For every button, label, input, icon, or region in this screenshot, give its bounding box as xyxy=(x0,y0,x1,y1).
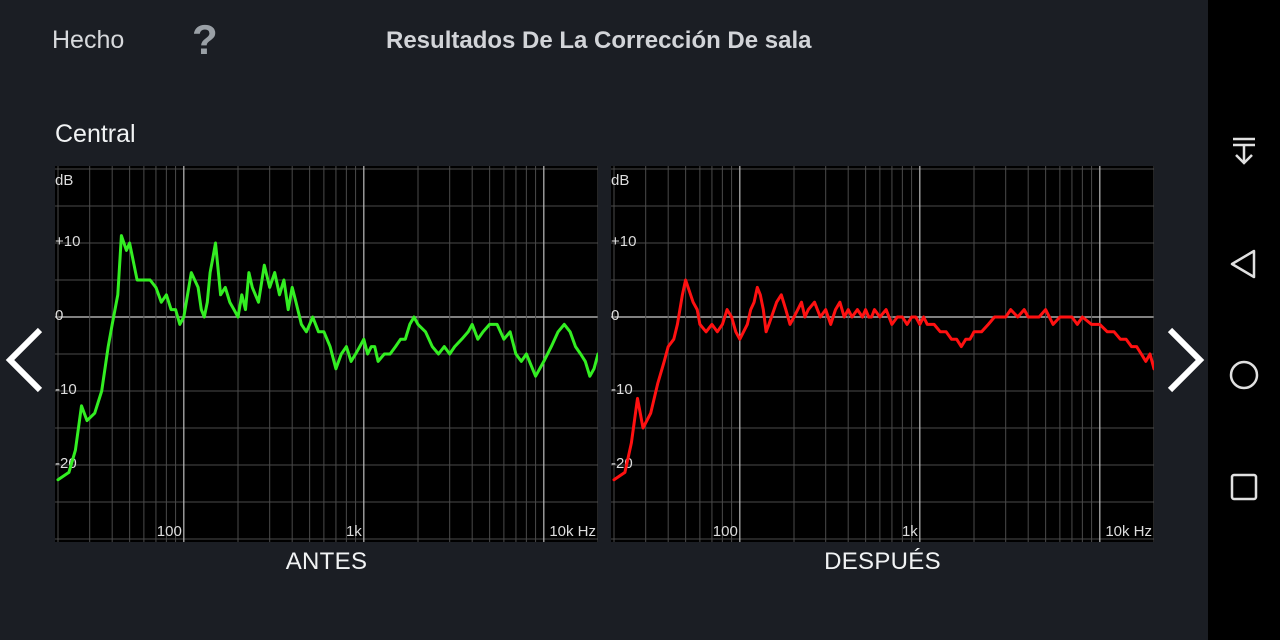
x-tick-label: 10k Hz xyxy=(1105,523,1152,540)
after-chart-caption: DESPUÉS xyxy=(824,548,941,575)
next-arrow-icon[interactable] xyxy=(1160,326,1206,394)
x-tick-label: 1k xyxy=(346,523,362,540)
page-title: Resultados De La Corrección De sala xyxy=(386,27,812,54)
x-tick-label: 1k xyxy=(902,523,918,540)
y-tick-label: +10 xyxy=(611,233,636,250)
recents-nav-icon[interactable] xyxy=(1220,463,1268,511)
channel-name: Central xyxy=(55,120,136,148)
y-tick-label: -10 xyxy=(611,381,633,398)
back-nav-icon[interactable] xyxy=(1220,240,1268,288)
after-chart: dB +10 0 -10 -20 100 1k 10k Hz xyxy=(611,166,1154,542)
before-response-line xyxy=(56,234,598,482)
y-tick-label: +10 xyxy=(55,233,80,250)
help-button[interactable]: ? xyxy=(192,16,218,63)
x-tick-label: 10k Hz xyxy=(549,523,596,540)
before-chart: dB +10 0 -10 -20 100 1k 10k Hz xyxy=(55,166,598,542)
y-axis-label: dB xyxy=(611,172,629,189)
done-button[interactable]: Hecho xyxy=(52,26,125,54)
room-correction-screen: Hecho ? Resultados De La Corrección De s… xyxy=(4,16,1206,575)
before-chart-caption: ANTES xyxy=(285,548,368,575)
y-axis-label: dB xyxy=(55,172,73,189)
y-tick-label: 0 xyxy=(55,307,63,324)
y-tick-label: -10 xyxy=(55,381,77,398)
hide-navbar-icon[interactable] xyxy=(1220,127,1268,175)
y-tick-label: 0 xyxy=(611,307,619,324)
home-nav-icon[interactable] xyxy=(1220,351,1268,399)
x-tick-label: 100 xyxy=(157,523,182,540)
previous-arrow-icon[interactable] xyxy=(4,326,50,394)
x-tick-label: 100 xyxy=(713,523,738,540)
after-response-line xyxy=(612,278,1154,482)
system-navigation-bar xyxy=(1208,0,1280,640)
